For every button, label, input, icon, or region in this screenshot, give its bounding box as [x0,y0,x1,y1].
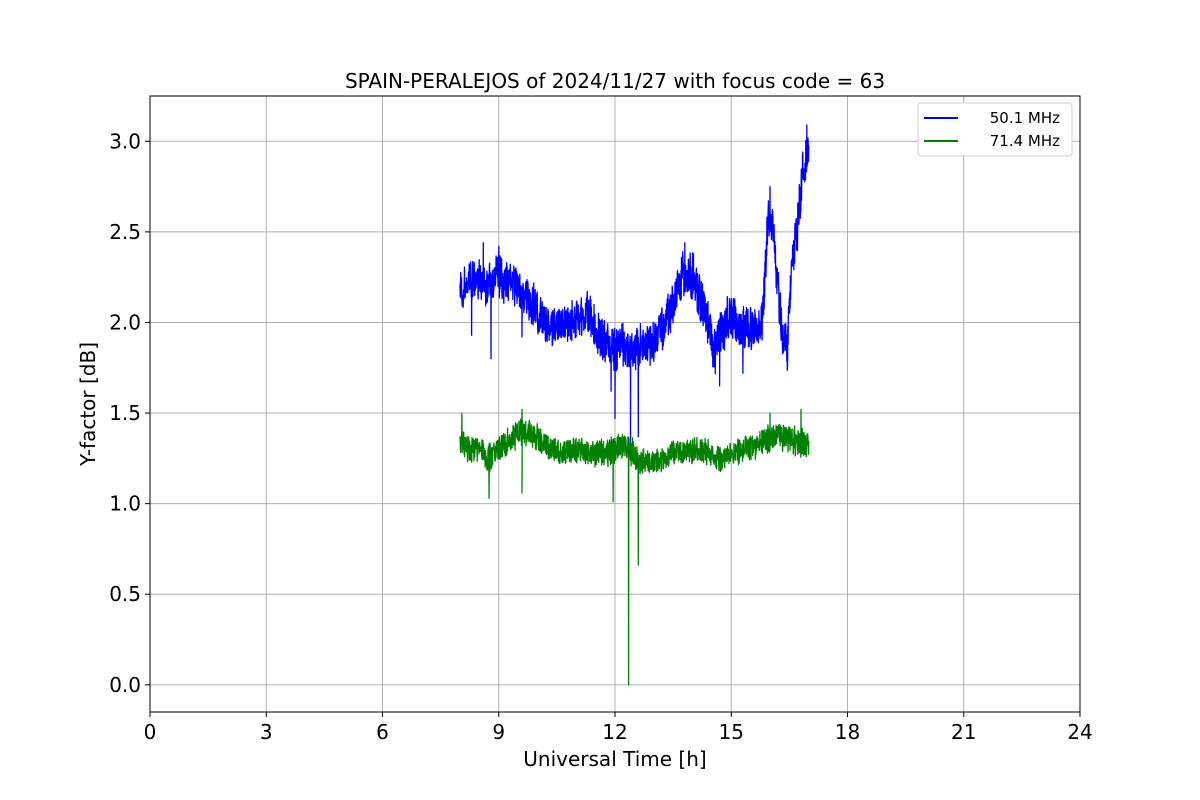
series-line-1 [459,408,810,686]
x-tick-label: 9 [492,720,505,744]
series-layer [459,124,810,686]
x-tick-label: 21 [951,720,976,744]
y-tick-label: 0.0 [109,673,141,697]
x-tick-label: 0 [144,720,157,744]
x-tick-label: 6 [376,720,389,744]
legend-label-50mhz: 50.1 MHz [990,109,1060,127]
series-line-0 [459,124,810,445]
chart-title: SPAIN-PERALEJOS of 2024/11/27 with focus… [345,69,885,93]
y-tick-label: 2.0 [109,310,141,334]
x-tick-label: 12 [602,720,627,744]
ticks: 0 3 6 9 12 15 18 21 24 0.0 0.5 1.0 1.5 2.0 2.5 3.0 [109,129,1093,744]
x-axis-label: Universal Time [h] [523,747,706,771]
x-tick-label: 18 [835,720,860,744]
y-tick-label: 2.5 [109,220,141,244]
y-tick-label: 1.5 [109,401,141,425]
legend-label-71mhz: 71.4 MHz [990,132,1060,150]
legend-box [917,102,1073,157]
x-tick-label: 3 [260,720,273,744]
y-tick-label: 0.5 [109,582,141,606]
x-tick-label: 24 [1067,720,1092,744]
legend: 50.1 MHz 71.4 MHz [917,102,1073,157]
y-tick-label: 3.0 [109,129,141,153]
x-tick-label: 15 [719,720,744,744]
y-axis-label: Y-factor [dB] [76,342,100,467]
y-tick-label: 1.0 [109,492,141,516]
